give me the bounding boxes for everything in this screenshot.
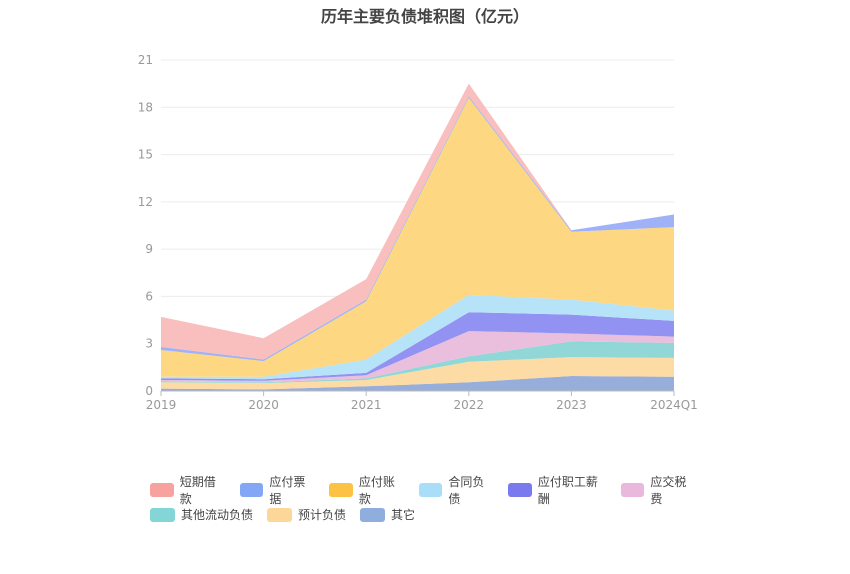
legend-label: 应交税费	[650, 474, 687, 506]
legend-label: 应付票据	[269, 474, 306, 506]
x-tick-label: 2024Q1	[650, 398, 698, 412]
legend-label: 应付职工薪酬	[537, 474, 598, 506]
y-tick-label: 15	[138, 148, 153, 162]
legend-item-应付票据[interactable]: 应付票据	[239, 473, 316, 507]
area-series-合同负债[interactable]	[161, 294, 674, 380]
y-tick-label: 6	[145, 289, 153, 303]
area-series-其它[interactable]	[161, 376, 674, 391]
legend-swatch	[620, 482, 645, 497]
legend-label: 短期借款	[179, 474, 216, 506]
legend-label: 其他流动负债	[181, 508, 254, 522]
legend: 短期借款 应付票据 应付账款 合同负债 应付职工薪酬 应交税费 其他流动负债 预计负债 其它	[150, 475, 710, 527]
area-series-短期借款[interactable]	[161, 83, 674, 360]
x-tick-label: 2023	[556, 398, 587, 412]
area-series-应付职工薪酬[interactable]	[161, 312, 674, 381]
x-tick-label: 2019	[146, 398, 177, 412]
legend-row: 其他流动负债 预计负债 其它	[150, 502, 710, 527]
legend-label: 其它	[391, 508, 416, 522]
y-tick-label: 21	[138, 53, 153, 67]
y-tick-label: 0	[145, 384, 153, 398]
area-series-其他流动负债[interactable]	[161, 341, 674, 384]
area-series-应交税费[interactable]	[161, 331, 674, 383]
legend-item-其他流动负债[interactable]: 其他流动负债	[150, 506, 253, 523]
legend-swatch	[150, 482, 174, 497]
legend-swatch	[418, 482, 443, 497]
legend-label: 应付账款	[358, 474, 395, 506]
y-tick-label: 18	[138, 100, 153, 114]
y-tick-label: 9	[145, 242, 153, 256]
x-tick-label: 2022	[454, 398, 485, 412]
x-tick-label: 2020	[248, 398, 279, 412]
legend-swatch	[360, 507, 386, 522]
x-tick-label: 2021	[351, 398, 382, 412]
legend-item-应付账款[interactable]: 应付账款	[329, 473, 405, 507]
y-tick-label: 3	[145, 337, 153, 351]
legend-swatch	[239, 482, 264, 497]
area-series-应付账款[interactable]	[161, 97, 674, 377]
legend-item-合同负债[interactable]: 合同负债	[418, 473, 495, 507]
legend-swatch	[150, 507, 175, 522]
legend-swatch	[508, 482, 532, 497]
y-tick-label: 12	[138, 195, 153, 209]
area-series-预计负债[interactable]	[161, 357, 674, 390]
legend-item-短期借款[interactable]: 短期借款	[150, 473, 226, 507]
legend-label: 合同负债	[448, 474, 485, 506]
legend-item-应交税费[interactable]: 应交税费	[620, 473, 697, 507]
chart-title: 历年主要负债堆积图（亿元）	[320, 7, 529, 26]
legend-item-预计负债[interactable]: 预计负债	[267, 506, 346, 523]
legend-swatch	[267, 507, 293, 522]
legend-swatch	[329, 482, 353, 497]
legend-label: 预计负债	[298, 508, 347, 522]
legend-item-其它[interactable]: 其它	[360, 506, 415, 523]
legend-item-应付职工薪酬[interactable]: 应付职工薪酬	[508, 473, 606, 507]
legend-row: 短期借款 应付票据 应付账款 合同负债 应付职工薪酬 应交税费	[150, 475, 710, 506]
